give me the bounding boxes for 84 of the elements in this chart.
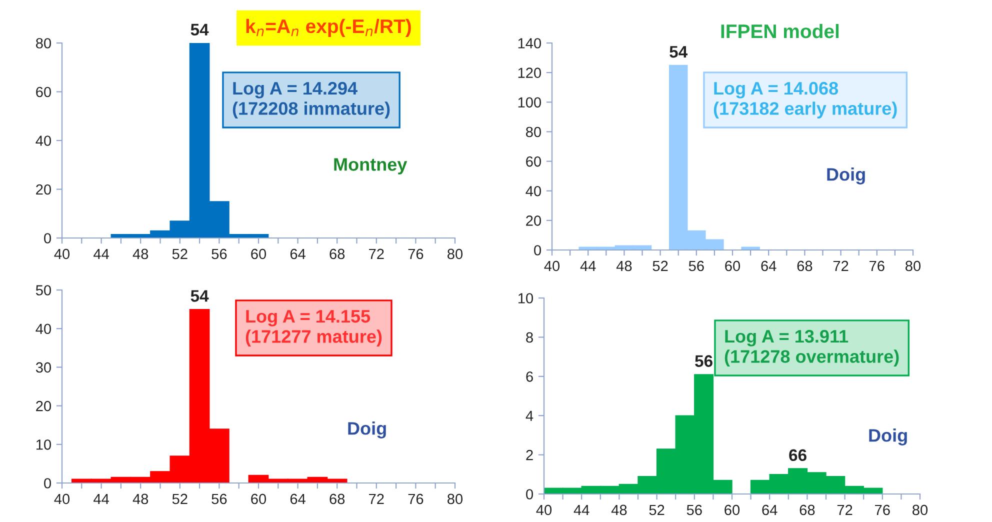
y-tick-label: 8 xyxy=(526,332,533,343)
x-tick-label: 68 xyxy=(330,248,345,260)
x-tick-label: 56 xyxy=(688,260,704,272)
x-tick-label: 64 xyxy=(290,248,306,260)
x-tick-label: 80 xyxy=(448,248,463,260)
annotation: Montney xyxy=(334,158,408,174)
annotation: Log A = 13.911 (171278 overmature) xyxy=(724,330,899,366)
x-tick-label: 52 xyxy=(652,260,668,272)
x-tick-label: 60 xyxy=(251,494,266,504)
y-tick-label: 40 xyxy=(36,324,52,334)
x-tick-label: 60 xyxy=(724,504,740,516)
x-tick-label: 60 xyxy=(725,260,740,272)
text: IFPEN model xyxy=(721,24,839,38)
x-tick-label: 40 xyxy=(544,260,560,272)
annotation: Doig xyxy=(827,168,865,184)
x-tick-label: 56 xyxy=(212,248,227,260)
y-tick-label: 20 xyxy=(36,184,52,195)
y-tick-label: 60 xyxy=(526,156,542,167)
x-tick-label: 72 xyxy=(833,260,848,271)
x-tick-label: 44 xyxy=(94,494,109,504)
annotation: 54 xyxy=(190,24,209,36)
x-tick-label: 52 xyxy=(172,494,188,504)
x-tick-label: 80 xyxy=(912,504,928,516)
annotation: Doig xyxy=(348,422,386,438)
x-tick-label: 40 xyxy=(54,248,70,260)
x-tick-label: 80 xyxy=(906,260,921,272)
annotation: 56 xyxy=(695,355,712,367)
y-tick-label: 20 xyxy=(526,216,542,226)
y-tick-label: 120 xyxy=(518,68,542,78)
y-tick-label: 60 xyxy=(36,86,52,98)
x-tick-label: 48 xyxy=(616,260,632,272)
y-tick-label: 4 xyxy=(526,410,534,421)
x-tick-label: 68 xyxy=(797,260,812,272)
y-tick-label: 10 xyxy=(518,293,534,304)
x-tick-label: 56 xyxy=(212,494,227,504)
y-tick-label: 0 xyxy=(44,478,52,488)
x-tick-label: 48 xyxy=(132,248,148,260)
y-tick-label: 10 xyxy=(36,440,52,450)
x-tick-label: 44 xyxy=(574,504,590,515)
y-tick-label: 6 xyxy=(526,372,533,382)
x-tick-label: 44 xyxy=(94,248,109,259)
x-tick-label: 76 xyxy=(875,504,890,516)
x-tick-label: 80 xyxy=(448,494,463,504)
x-tick-label: 48 xyxy=(132,494,148,504)
x-tick-label: 68 xyxy=(330,494,345,504)
y-tick-label: 20 xyxy=(36,400,52,412)
x-tick-label: 40 xyxy=(536,504,552,516)
y-tick-label: 50 xyxy=(36,285,52,296)
annotation: 54 xyxy=(190,290,209,302)
x-tick-label: 40 xyxy=(54,494,70,504)
x-tick-label: 64 xyxy=(290,494,306,504)
x-tick-label: 72 xyxy=(837,504,852,515)
x-tick-label: 72 xyxy=(369,494,384,504)
text: k$_{n}$=A$_{n}$ exp(-E$_{n}$/RT) xyxy=(246,18,411,37)
x-tick-label: 64 xyxy=(762,504,778,516)
x-tick-label: 76 xyxy=(870,260,884,272)
y-tick-label: 140 xyxy=(518,38,542,48)
y-tick-label: 40 xyxy=(36,136,52,146)
x-tick-label: 60 xyxy=(251,248,266,260)
y-tick-label: 100 xyxy=(518,97,542,108)
x-tick-label: 76 xyxy=(408,494,424,504)
annotation: Doig xyxy=(869,428,907,446)
x-tick-label: 56 xyxy=(686,504,702,516)
x-tick-label: 48 xyxy=(611,504,627,516)
x-tick-label: 64 xyxy=(761,260,776,272)
annotation: Log A = 14.068 (173182 early mature) xyxy=(714,82,897,118)
annotation: Log A = 14.294 (172208 immature) xyxy=(232,82,390,118)
y-tick-label: 40 xyxy=(526,186,542,196)
y-tick-label: 0 xyxy=(534,245,542,256)
x-tick-label: 72 xyxy=(369,248,384,259)
annotation: Log A = 14.155 (171277 mature) xyxy=(246,310,382,346)
annotation: 66 xyxy=(789,449,806,462)
x-tick-label: 44 xyxy=(580,260,596,271)
y-tick-label: 80 xyxy=(36,38,52,48)
x-tick-label: 76 xyxy=(408,248,424,260)
y-tick-label: 2 xyxy=(526,450,533,460)
x-tick-label: 52 xyxy=(172,248,188,260)
y-tick-label: 0 xyxy=(44,233,52,244)
x-tick-label: 52 xyxy=(649,504,664,516)
annotation: 54 xyxy=(670,46,688,58)
x-tick-label: 68 xyxy=(800,504,815,516)
y-tick-label: 0 xyxy=(526,489,534,500)
y-tick-label: 80 xyxy=(526,126,542,138)
y-tick-label: 30 xyxy=(36,362,52,373)
